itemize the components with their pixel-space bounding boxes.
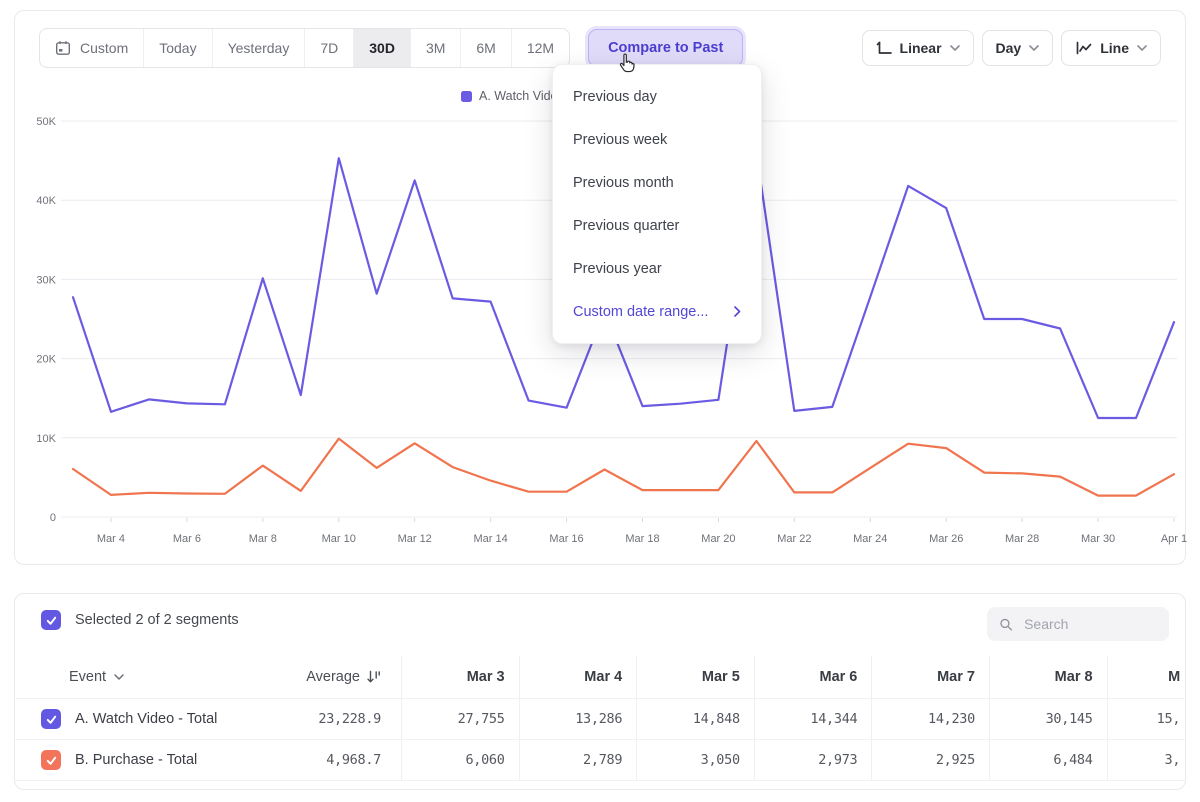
chevron-right-icon xyxy=(734,306,741,317)
x-axis-label: Mar 20 xyxy=(701,533,735,545)
x-axis-label: Mar 30 xyxy=(1081,533,1115,545)
y-axis-label: 10K xyxy=(36,433,56,445)
event-header-label: Event xyxy=(69,669,106,685)
menu-item-previous-quarter[interactable]: Previous quarter xyxy=(553,204,761,247)
day-header-cell-clipped[interactable]: M xyxy=(1107,656,1186,698)
day-value: 14,230 xyxy=(928,711,975,727)
day-value: 30,145 xyxy=(1046,711,1093,727)
y-axis-label: 20K xyxy=(36,354,56,366)
day-value: 2,973 xyxy=(818,752,857,768)
x-axis-label: Mar 18 xyxy=(625,533,659,545)
event-name: B. Purchase - Total xyxy=(75,752,197,768)
day-header-cell[interactable]: Mar 7 xyxy=(871,656,989,698)
event-cell: A. Watch Video - Total xyxy=(15,699,281,739)
average-header-cell[interactable]: Average xyxy=(281,656,401,698)
x-axis-label: Mar 26 xyxy=(929,533,963,545)
day-value-clipped: 3, xyxy=(1165,752,1181,768)
day-header-cell[interactable]: Mar 4 xyxy=(519,656,637,698)
table-row[interactable]: B. Purchase - Total 4,968.7 6,060 2,789 … xyxy=(15,740,1186,781)
table-row[interactable]: A. Watch Video - Total 23,228.9 27,755 1… xyxy=(15,699,1186,740)
event-name: A. Watch Video - Total xyxy=(75,711,217,727)
segments-card: Selected 2 of 2 segments Event Average xyxy=(14,593,1186,790)
average-value: 23,228.9 xyxy=(318,711,381,727)
event-cell: B. Purchase - Total xyxy=(15,740,281,780)
compare-to-past-menu: Previous day Previous week Previous mont… xyxy=(552,64,762,344)
average-header-label: Average xyxy=(306,669,360,685)
x-axis-label: Mar 14 xyxy=(473,533,507,545)
table-header-row: Event Average Mar 3 Mar 4 Mar 5 Mar 6 Ma… xyxy=(15,656,1186,699)
day-header-cell[interactable]: Mar 8 xyxy=(989,656,1107,698)
x-axis-label: Mar 28 xyxy=(1005,533,1039,545)
day-value: 14,848 xyxy=(693,711,740,727)
day-value: 2,789 xyxy=(583,752,622,768)
event-header-cell[interactable]: Event xyxy=(15,656,281,698)
x-axis-label: Mar 10 xyxy=(322,533,356,545)
x-axis-label: Mar 22 xyxy=(777,533,811,545)
select-all-checkbox[interactable] xyxy=(41,610,61,630)
row-a-checkbox[interactable] xyxy=(41,709,61,729)
checkbox-check-icon xyxy=(45,713,58,726)
x-axis-label: Mar 4 xyxy=(97,533,125,545)
segments-summary: Selected 2 of 2 segments xyxy=(75,612,239,628)
day-header-cell[interactable]: Mar 3 xyxy=(401,656,519,698)
y-axis-label: 50K xyxy=(36,116,56,128)
chart-legend: A. Watch Video xyxy=(461,89,564,103)
day-value: 6,484 xyxy=(1053,752,1092,768)
sort-descending-icon xyxy=(367,670,381,684)
menu-item-previous-day[interactable]: Previous day xyxy=(553,75,761,118)
y-axis-label: 30K xyxy=(36,274,56,286)
chevron-down-icon xyxy=(114,674,124,680)
day-value: 2,925 xyxy=(936,752,975,768)
x-axis-label: Mar 8 xyxy=(249,533,277,545)
average-value: 4,968.7 xyxy=(326,752,381,768)
day-value: 3,050 xyxy=(701,752,740,768)
y-axis-label: 40K xyxy=(36,195,56,207)
segments-header: Selected 2 of 2 segments xyxy=(41,610,239,630)
segments-table: Event Average Mar 3 Mar 4 Mar 5 Mar 6 Ma… xyxy=(15,656,1186,781)
day-value: 27,755 xyxy=(458,711,505,727)
x-axis-label: Mar 16 xyxy=(549,533,583,545)
row-b-checkbox[interactable] xyxy=(41,750,61,770)
menu-item-previous-year[interactable]: Previous year xyxy=(553,247,761,290)
day-value: 13,286 xyxy=(575,711,622,727)
menu-item-previous-month[interactable]: Previous month xyxy=(553,161,761,204)
day-value-clipped: 15, xyxy=(1157,711,1180,727)
x-axis-label: Mar 24 xyxy=(853,533,887,545)
checkbox-check-icon xyxy=(45,754,58,767)
search-input[interactable] xyxy=(1022,615,1157,633)
series-a-swatch xyxy=(461,91,472,102)
checkbox-check-icon xyxy=(45,614,58,627)
hand-cursor-icon xyxy=(615,53,637,77)
menu-item-previous-week[interactable]: Previous week xyxy=(553,118,761,161)
day-value: 14,344 xyxy=(810,711,857,727)
day-value: 6,060 xyxy=(465,752,504,768)
x-axis-label: Mar 12 xyxy=(398,533,432,545)
day-header-cell[interactable]: Mar 6 xyxy=(754,656,872,698)
search-box[interactable] xyxy=(987,607,1169,641)
x-axis-label: Mar 6 xyxy=(173,533,201,545)
x-axis-label: Apr 1 xyxy=(1161,533,1187,545)
day-header-cell[interactable]: Mar 5 xyxy=(636,656,754,698)
y-axis-label: 0 xyxy=(50,512,56,524)
series-b-line[interactable] xyxy=(73,439,1174,496)
search-icon xyxy=(999,616,1013,633)
menu-item-custom-date-range[interactable]: Custom date range... xyxy=(553,290,761,333)
